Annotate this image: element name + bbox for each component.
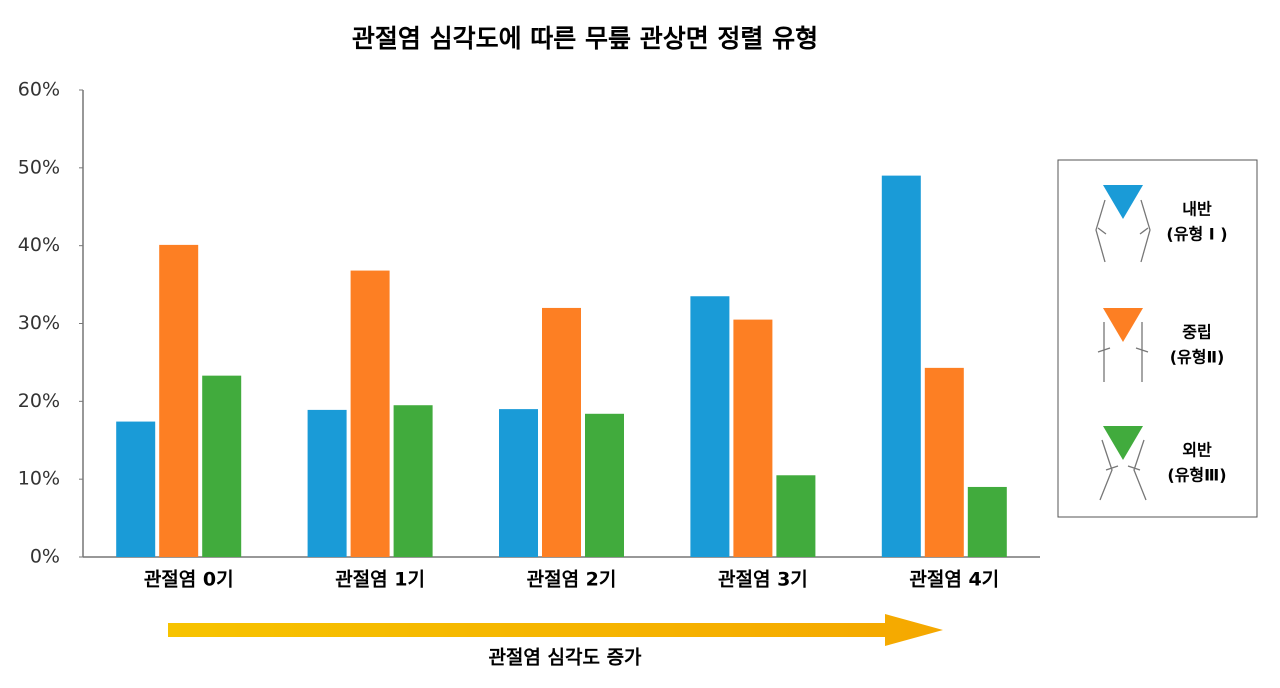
legend-box xyxy=(1057,159,1258,518)
y-tick-label: 50% xyxy=(18,156,60,178)
legend-label: 중립 xyxy=(1182,323,1211,342)
bar xyxy=(881,175,921,557)
x-tick-label: 관절염 1기 xyxy=(335,569,425,591)
x-tick-label: 관절염 3기 xyxy=(718,569,808,591)
bar xyxy=(159,244,199,557)
bar xyxy=(733,319,773,557)
legend-note: (유형 I ) xyxy=(1166,225,1227,244)
bar xyxy=(542,307,581,557)
bar xyxy=(499,409,538,557)
legend-note: (유형Ⅲ) xyxy=(1167,466,1226,485)
bar xyxy=(307,409,347,557)
y-tick-label: 60% xyxy=(18,79,60,101)
y-tick-label: 40% xyxy=(18,234,60,256)
bar xyxy=(202,375,242,557)
legend-marker xyxy=(1103,308,1143,342)
bar xyxy=(690,296,730,557)
legend-marker xyxy=(1103,185,1143,219)
y-tick-label: 20% xyxy=(18,390,60,412)
bar xyxy=(967,486,1007,557)
legend-icons xyxy=(1095,199,1151,501)
annotation: 관절염 심각도 증가 xyxy=(488,647,642,669)
y-tick-label: 30% xyxy=(18,312,60,334)
bar xyxy=(776,475,816,557)
x-tick-label: 관절염 4기 xyxy=(909,569,999,591)
bar xyxy=(350,270,390,557)
x-tick-label: 관절염 2기 xyxy=(527,569,617,591)
bar xyxy=(116,421,156,557)
legend-marker xyxy=(1103,426,1143,460)
legend-label: 내반 xyxy=(1182,200,1212,219)
y-tick-label: 10% xyxy=(18,468,60,490)
x-tick-label: 관절염 0기 xyxy=(144,569,234,591)
legend-note: (유형Ⅱ) xyxy=(1170,348,1225,367)
y-tick-label: 0% xyxy=(30,546,60,568)
bar xyxy=(393,405,433,557)
chart-title: 관절염 심각도에 따른 무릎 관상면 정렬 유형 xyxy=(352,24,818,53)
bar xyxy=(924,367,964,557)
bar xyxy=(585,413,624,557)
legend-label: 외반 xyxy=(1182,441,1212,460)
severity-arrow xyxy=(168,614,943,646)
